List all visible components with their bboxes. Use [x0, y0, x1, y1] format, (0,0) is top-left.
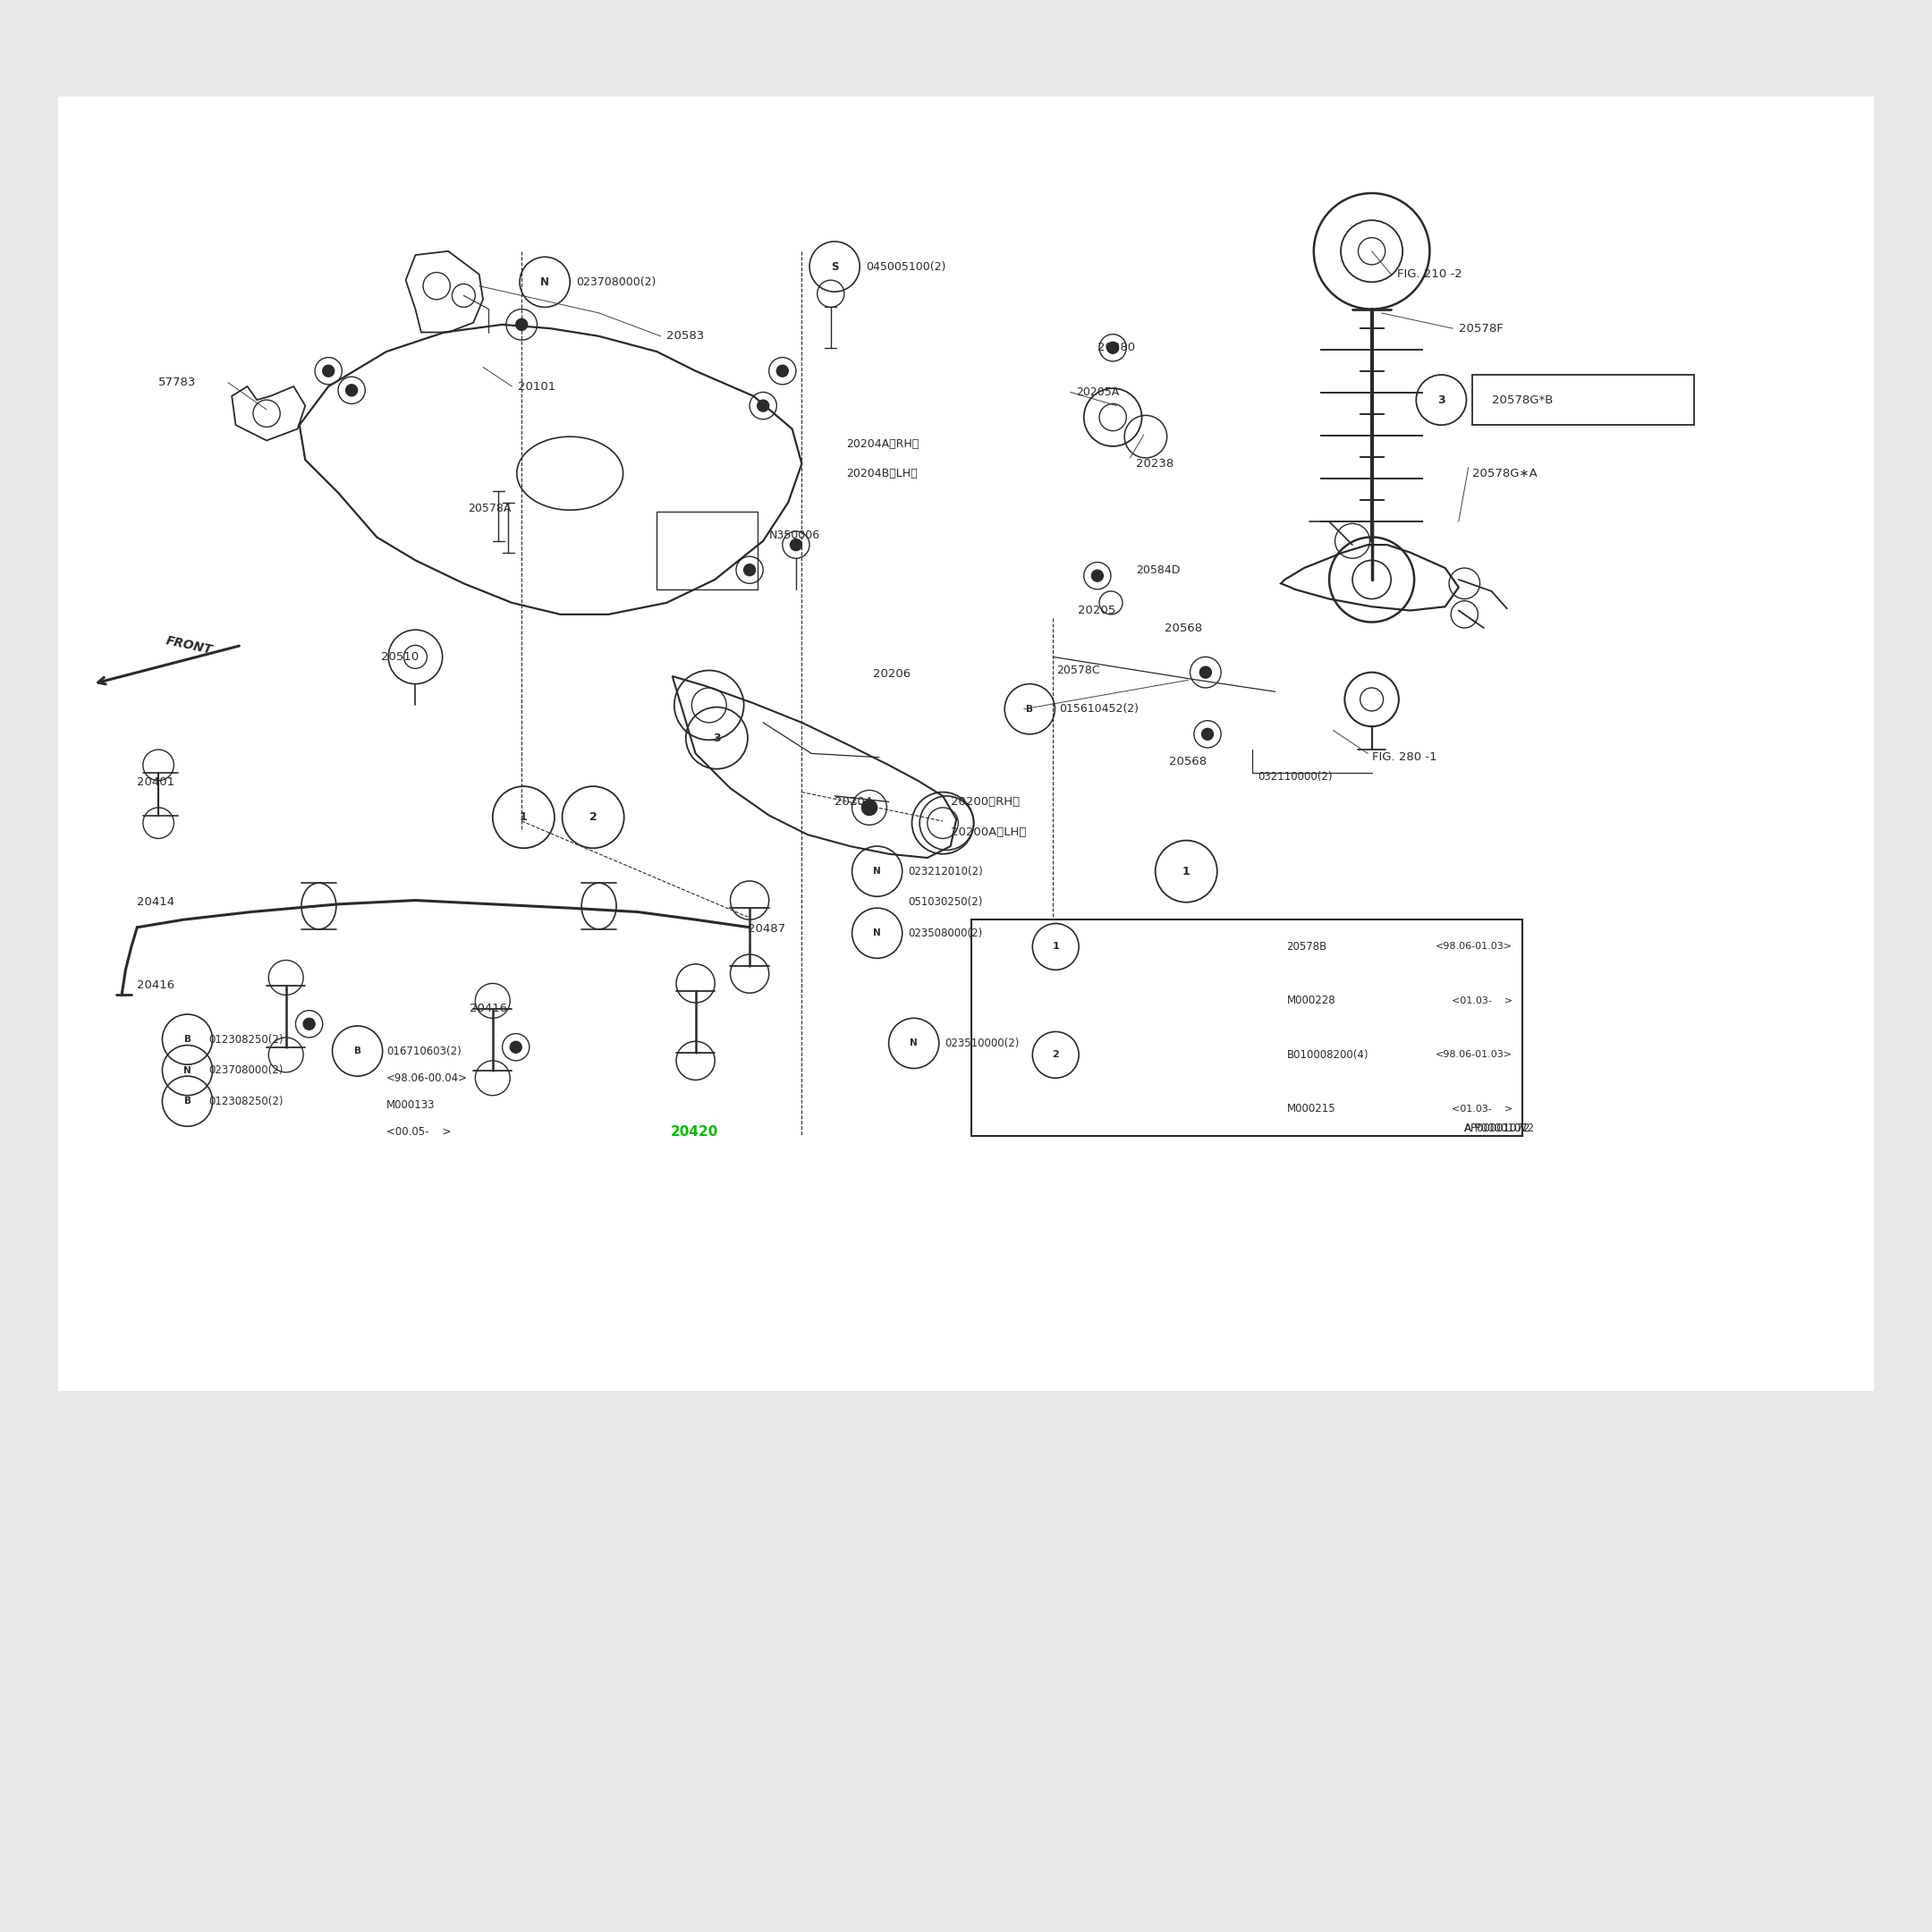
Text: B: B: [184, 1036, 191, 1043]
Text: 20238: 20238: [1136, 458, 1175, 469]
Text: 023708000(2): 023708000(2): [576, 276, 655, 288]
Text: M000133: M000133: [386, 1099, 435, 1111]
Text: 20578F: 20578F: [1459, 323, 1503, 334]
Text: M000228: M000228: [1287, 995, 1335, 1007]
Text: 20568: 20568: [1165, 622, 1204, 634]
Text: 20416: 20416: [469, 1003, 508, 1014]
Text: N350006: N350006: [769, 529, 819, 541]
Text: <98.06-00.04>: <98.06-00.04>: [386, 1072, 468, 1084]
Text: 20583: 20583: [667, 330, 705, 342]
Text: 20414: 20414: [137, 896, 176, 908]
Text: <01.03-    >: <01.03- >: [1451, 1105, 1513, 1113]
Text: AP00001072: AP00001072: [1464, 1122, 1530, 1134]
Circle shape: [1202, 728, 1213, 740]
Text: B010008200(4): B010008200(4): [1287, 1049, 1368, 1061]
Text: 016710603(2): 016710603(2): [386, 1045, 462, 1057]
Text: 012308250(2): 012308250(2): [209, 1034, 284, 1045]
Text: FIG. 210 -2: FIG. 210 -2: [1397, 269, 1463, 280]
Circle shape: [323, 365, 334, 377]
Text: 023510000(2): 023510000(2): [945, 1037, 1020, 1049]
Text: 20510: 20510: [381, 651, 419, 663]
Circle shape: [1200, 667, 1211, 678]
Text: 20568: 20568: [1169, 755, 1208, 767]
Text: 032110000(2): 032110000(2): [1258, 771, 1333, 782]
Text: <98.06-01.03>: <98.06-01.03>: [1435, 1051, 1513, 1059]
Circle shape: [790, 539, 802, 551]
Text: N: N: [541, 276, 549, 288]
Circle shape: [1107, 342, 1119, 354]
Circle shape: [757, 400, 769, 412]
Text: 20578G*B: 20578G*B: [1492, 394, 1553, 406]
Text: 1: 1: [1053, 943, 1059, 951]
Circle shape: [510, 1041, 522, 1053]
Text: 20204B〈LH〉: 20204B〈LH〉: [846, 468, 918, 479]
Text: 20487: 20487: [748, 923, 786, 935]
Text: 20416: 20416: [137, 980, 176, 991]
Text: 012308250(2): 012308250(2): [209, 1095, 284, 1107]
Text: B: B: [1026, 705, 1034, 713]
Text: N: N: [184, 1066, 191, 1074]
Text: N: N: [910, 1039, 918, 1047]
Text: N: N: [873, 929, 881, 937]
Text: N: N: [873, 867, 881, 875]
Circle shape: [1092, 570, 1103, 582]
Text: 20280: 20280: [1097, 342, 1136, 354]
Text: 20200〈RH〉: 20200〈RH〉: [951, 796, 1020, 808]
Circle shape: [303, 1018, 315, 1030]
Text: 20204: 20204: [835, 796, 873, 808]
Text: 20584D: 20584D: [1136, 564, 1180, 576]
Text: 3: 3: [1437, 394, 1445, 406]
FancyBboxPatch shape: [972, 920, 1522, 1136]
Text: B: B: [184, 1097, 191, 1105]
Text: 20578G∗A: 20578G∗A: [1472, 468, 1538, 479]
Text: 2: 2: [589, 811, 597, 823]
Text: 023708000(2): 023708000(2): [209, 1065, 284, 1076]
Text: 20578C: 20578C: [1057, 665, 1101, 676]
Text: <01.03-    >: <01.03- >: [1451, 997, 1513, 1005]
FancyBboxPatch shape: [1472, 375, 1694, 425]
Text: 023508000(2): 023508000(2): [908, 927, 983, 939]
Text: A P00001072: A P00001072: [1464, 1122, 1534, 1134]
Text: 3: 3: [713, 732, 721, 744]
Text: 1: 1: [1182, 866, 1190, 877]
Text: 20578A: 20578A: [468, 502, 510, 514]
Text: B: B: [354, 1047, 361, 1055]
Circle shape: [346, 384, 357, 396]
Text: 015610452(2): 015610452(2): [1059, 703, 1138, 715]
Text: 20205: 20205: [1078, 605, 1117, 616]
Text: 20206: 20206: [873, 668, 912, 680]
Circle shape: [862, 800, 877, 815]
Text: S: S: [831, 261, 838, 272]
Text: 20420: 20420: [670, 1126, 719, 1138]
Text: 20101: 20101: [518, 381, 556, 392]
Circle shape: [516, 319, 527, 330]
FancyBboxPatch shape: [58, 97, 1874, 1391]
Circle shape: [744, 564, 755, 576]
Text: 045005100(2): 045005100(2): [866, 261, 945, 272]
Text: 023212010(2): 023212010(2): [908, 866, 983, 877]
Text: FIG. 280 -1: FIG. 280 -1: [1372, 752, 1437, 763]
Text: <00.05-    >: <00.05- >: [386, 1126, 452, 1138]
Text: 20200A〈LH〉: 20200A〈LH〉: [951, 827, 1026, 838]
Circle shape: [777, 365, 788, 377]
Text: 20401: 20401: [137, 777, 176, 788]
Text: 051030250(2): 051030250(2): [908, 896, 983, 908]
Text: 1: 1: [520, 811, 527, 823]
Text: <98.06-01.03>: <98.06-01.03>: [1435, 943, 1513, 951]
Text: 20204A〈RH〉: 20204A〈RH〉: [846, 439, 920, 450]
Text: 2: 2: [1053, 1051, 1059, 1059]
Text: 57783: 57783: [158, 377, 197, 388]
Text: M000215: M000215: [1287, 1103, 1335, 1115]
Text: FRONT: FRONT: [164, 636, 214, 657]
Text: 20205A: 20205A: [1076, 386, 1119, 398]
Text: 20578B: 20578B: [1287, 941, 1327, 952]
